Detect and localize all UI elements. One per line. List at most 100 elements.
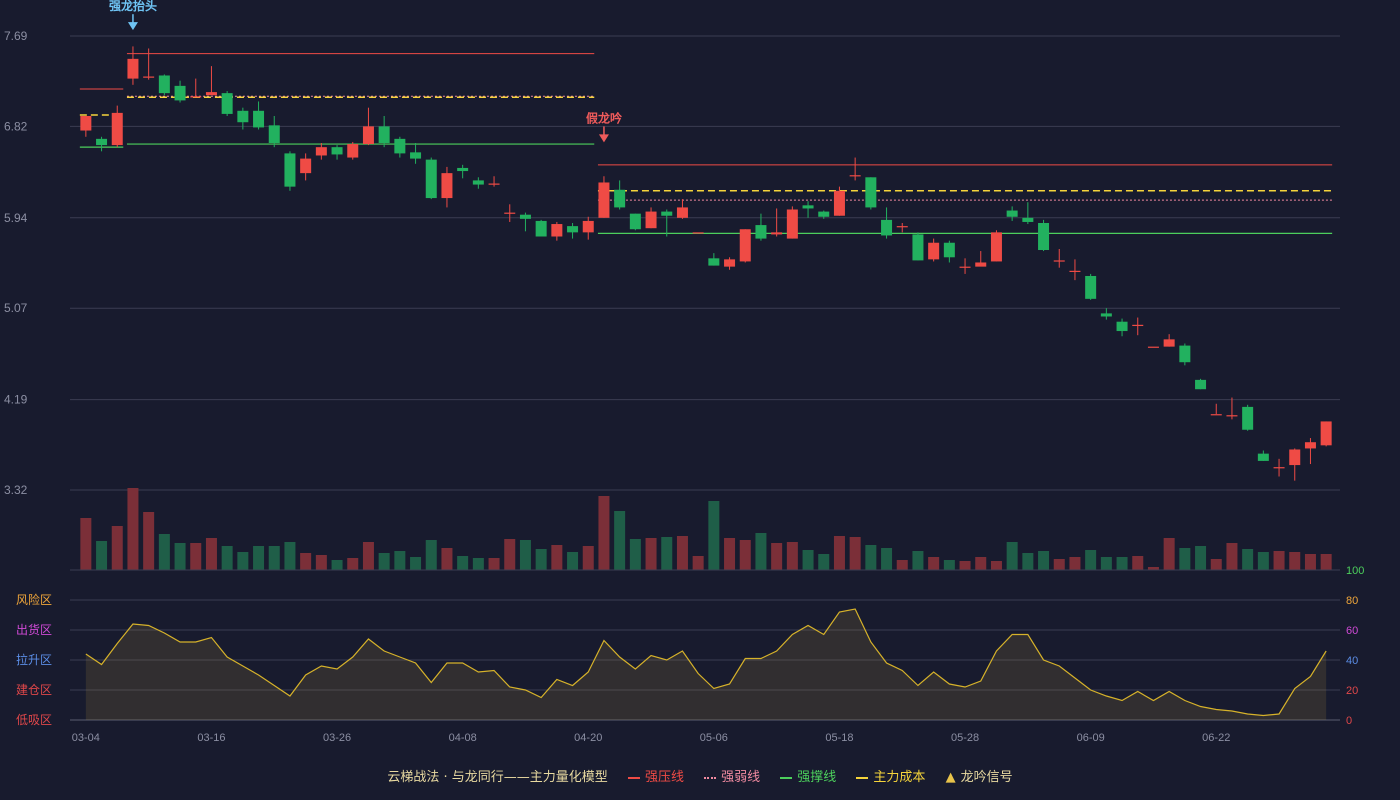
- price-tick-label: 6.82: [4, 119, 28, 133]
- candle-body: [268, 125, 280, 144]
- candle-body: [582, 220, 594, 233]
- candle-body: [504, 212, 516, 214]
- candle-body: [158, 75, 170, 94]
- candle-body: [80, 115, 92, 131]
- candle-body: [143, 76, 155, 78]
- candle-body: [362, 126, 374, 145]
- volume-bar: [1195, 546, 1207, 570]
- volume-bar: [378, 553, 390, 570]
- volume-bar: [676, 536, 688, 570]
- candle-body: [519, 214, 531, 219]
- volume-bar: [928, 557, 940, 570]
- oscillator-tick-label: 20: [1346, 685, 1358, 697]
- oscillator-line: [85, 608, 1327, 717]
- candle-body: [1320, 421, 1332, 446]
- signal-label: 强龙抬头: [109, 0, 157, 13]
- oscillator-tick-label: 80: [1346, 595, 1358, 607]
- volume-bar: [567, 552, 579, 570]
- volume-bar: [629, 539, 641, 570]
- candle-body: [1257, 453, 1269, 461]
- volume-bar: [190, 543, 202, 570]
- volume-bar: [96, 541, 108, 570]
- oscillator-axis: 100 80 60 40 20 0: [1346, 565, 1364, 727]
- volume-bar: [802, 550, 814, 570]
- volume-bar: [959, 561, 971, 570]
- candle-body: [692, 232, 704, 234]
- legend-title: 云梯战法 · 与龙同行——主力量化模型: [387, 770, 608, 785]
- price-tick-label: 5.07: [4, 301, 28, 315]
- volume-bar: [614, 511, 626, 570]
- legend-label: 主力成本: [873, 770, 926, 785]
- volume-bar: [1257, 552, 1269, 570]
- candle-body: [1226, 415, 1238, 417]
- date-tick-label: 04-08: [449, 732, 477, 744]
- volume-bar: [221, 546, 233, 570]
- volume-bar: [1085, 550, 1097, 570]
- candle-body: [739, 229, 751, 262]
- volume-bar: [362, 542, 374, 570]
- price-tick-label: 5.94: [4, 211, 28, 225]
- volume-bar: [1242, 549, 1254, 570]
- price-tick-label: 3.32: [4, 483, 28, 497]
- volume-bar: [990, 561, 1002, 570]
- volume-bar: [1304, 554, 1316, 570]
- date-tick-label: 06-22: [1202, 732, 1230, 744]
- candle-body: [441, 173, 453, 199]
- candle-body: [1069, 270, 1081, 272]
- price-grid: [70, 35, 1340, 491]
- volume-bar: [441, 548, 453, 570]
- candle-body: [1053, 260, 1065, 262]
- candle-body: [284, 153, 296, 187]
- volume-bar: [143, 512, 155, 570]
- price-axis: 7.69 6.82 5.94 5.07 4.19 3.32: [4, 29, 28, 497]
- candle-body: [1100, 313, 1112, 317]
- oscillator-area: [85, 609, 1327, 720]
- legend-label: 龙吟信号: [960, 770, 1013, 785]
- candles: [80, 46, 1332, 481]
- candle-body: [912, 234, 924, 261]
- volume-bar: [1116, 557, 1128, 570]
- candle-body: [253, 110, 265, 128]
- volume-bars: [80, 488, 1332, 570]
- volume-bar: [158, 534, 170, 570]
- candle-body: [190, 96, 202, 98]
- volume-bar: [771, 543, 783, 570]
- signal-label: 假龙吟: [586, 110, 622, 125]
- level-lines: [79, 53, 1333, 234]
- volume-bar: [645, 538, 657, 570]
- date-tick-label: 03-04: [72, 732, 100, 744]
- volume-bar: [1006, 542, 1018, 570]
- oscillator-tick-label: 100: [1346, 565, 1364, 577]
- candle-body: [127, 58, 139, 79]
- candle-body: [598, 182, 610, 218]
- volume-bar: [975, 557, 987, 570]
- arrow-down-icon: [598, 134, 609, 143]
- volume-bar: [881, 548, 893, 570]
- volume-bar: [661, 537, 673, 570]
- legend-item-signal: ▲ 龙吟信号: [946, 766, 1013, 785]
- candle-body: [1147, 346, 1159, 348]
- volume-bar: [582, 546, 594, 570]
- date-tick-label: 06-09: [1077, 732, 1105, 744]
- candle-body: [849, 175, 861, 177]
- price-tick-label: 4.19: [4, 393, 28, 407]
- candle-body: [111, 112, 123, 146]
- volume-bar: [896, 560, 908, 570]
- volume-bar: [724, 538, 736, 570]
- date-tick-label: 03-26: [323, 732, 351, 744]
- volume-bar: [1163, 538, 1175, 570]
- volume-bar: [174, 543, 186, 570]
- candle-body: [1022, 217, 1034, 222]
- volume-bar: [1273, 551, 1285, 570]
- volume-bar: [1210, 559, 1222, 570]
- candle-body: [1038, 223, 1050, 251]
- volume-bar: [833, 536, 845, 570]
- zone-label: 建仓区: [16, 683, 52, 697]
- legend-swatch-resistance: [627, 776, 640, 779]
- volume-bar: [237, 552, 249, 570]
- zone-label: 拉升区: [16, 652, 52, 667]
- volume-bar: [1132, 556, 1144, 570]
- candle-body: [174, 85, 186, 101]
- candle-body: [1132, 324, 1144, 327]
